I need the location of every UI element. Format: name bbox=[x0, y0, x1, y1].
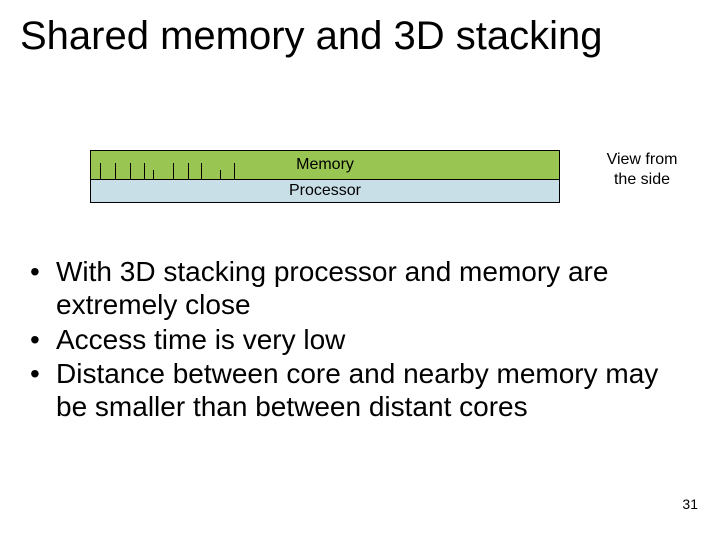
side-note: View from the side bbox=[582, 150, 702, 190]
bullet-text: Access time is very low bbox=[56, 324, 690, 357]
slide: Shared memory and 3D stacking Memory Pro… bbox=[0, 0, 720, 540]
tick bbox=[100, 163, 101, 180]
memory-layer: Memory bbox=[90, 150, 560, 180]
tick bbox=[201, 163, 202, 180]
bullet-text: Distance between core and nearby memory … bbox=[56, 358, 690, 424]
bullet-mark: • bbox=[30, 256, 56, 322]
bullet-mark: • bbox=[30, 324, 56, 357]
tick bbox=[115, 163, 116, 180]
tick bbox=[188, 163, 189, 180]
bullet-list: • With 3D stacking processor and memory … bbox=[30, 256, 690, 426]
side-note-line2: the side bbox=[582, 170, 702, 190]
page-number: 31 bbox=[682, 496, 698, 512]
bullet-mark: • bbox=[30, 358, 56, 424]
tick bbox=[234, 163, 235, 180]
tick bbox=[173, 163, 174, 180]
tick bbox=[144, 163, 145, 180]
bullet-text: With 3D stacking processor and memory ar… bbox=[56, 256, 690, 322]
memory-label: Memory bbox=[296, 157, 354, 173]
bullet-item: • Distance between core and nearby memor… bbox=[30, 358, 690, 424]
bullet-item: • Access time is very low bbox=[30, 324, 690, 357]
processor-label: Processor bbox=[289, 183, 361, 199]
tick bbox=[130, 163, 131, 180]
stack-diagram: Memory Processor bbox=[90, 150, 560, 203]
side-note-line1: View from bbox=[582, 150, 702, 170]
slide-title: Shared memory and 3D stacking bbox=[20, 14, 700, 58]
processor-layer: Processor bbox=[90, 179, 560, 203]
bullet-item: • With 3D stacking processor and memory … bbox=[30, 256, 690, 322]
